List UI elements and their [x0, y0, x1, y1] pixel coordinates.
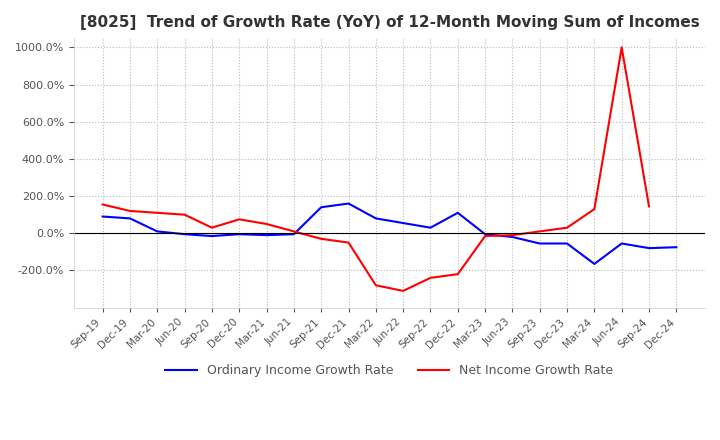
Ordinary Income Growth Rate: [617, 241, 626, 246]
Net Income Growth Rate: [289, 229, 298, 234]
Ordinary Income Growth Rate: [563, 241, 572, 246]
Ordinary Income Growth Rate: [372, 216, 380, 221]
Ordinary Income Growth Rate: [644, 246, 653, 251]
Ordinary Income Growth Rate: [508, 235, 517, 240]
Net Income Growth Rate: [344, 240, 353, 245]
Ordinary Income Growth Rate: [399, 220, 408, 226]
Ordinary Income Growth Rate: [207, 233, 216, 238]
Net Income Growth Rate: [536, 229, 544, 234]
Ordinary Income Growth Rate: [180, 231, 189, 237]
Ordinary Income Growth Rate: [262, 232, 271, 238]
Net Income Growth Rate: [454, 271, 462, 277]
Net Income Growth Rate: [262, 221, 271, 227]
Ordinary Income Growth Rate: [426, 225, 435, 230]
Title: [8025]  Trend of Growth Rate (YoY) of 12-Month Moving Sum of Incomes: [8025] Trend of Growth Rate (YoY) of 12-…: [80, 15, 699, 30]
Net Income Growth Rate: [153, 210, 161, 216]
Ordinary Income Growth Rate: [153, 229, 161, 234]
Net Income Growth Rate: [99, 202, 107, 207]
Net Income Growth Rate: [563, 225, 572, 230]
Ordinary Income Growth Rate: [344, 201, 353, 206]
Ordinary Income Growth Rate: [126, 216, 135, 221]
Net Income Growth Rate: [426, 275, 435, 281]
Ordinary Income Growth Rate: [672, 245, 680, 250]
Net Income Growth Rate: [644, 204, 653, 209]
Ordinary Income Growth Rate: [99, 214, 107, 219]
Ordinary Income Growth Rate: [235, 231, 243, 237]
Net Income Growth Rate: [617, 45, 626, 50]
Legend: Ordinary Income Growth Rate, Net Income Growth Rate: Ordinary Income Growth Rate, Net Income …: [161, 359, 618, 382]
Line: Ordinary Income Growth Rate: Ordinary Income Growth Rate: [103, 204, 676, 264]
Net Income Growth Rate: [372, 282, 380, 288]
Ordinary Income Growth Rate: [317, 205, 325, 210]
Net Income Growth Rate: [481, 233, 490, 238]
Ordinary Income Growth Rate: [289, 231, 298, 237]
Net Income Growth Rate: [180, 212, 189, 217]
Net Income Growth Rate: [508, 232, 517, 238]
Net Income Growth Rate: [399, 288, 408, 293]
Net Income Growth Rate: [590, 206, 599, 212]
Net Income Growth Rate: [235, 216, 243, 222]
Ordinary Income Growth Rate: [590, 261, 599, 267]
Ordinary Income Growth Rate: [454, 210, 462, 216]
Net Income Growth Rate: [207, 225, 216, 230]
Net Income Growth Rate: [317, 236, 325, 242]
Net Income Growth Rate: [126, 208, 135, 213]
Ordinary Income Growth Rate: [481, 231, 490, 237]
Line: Net Income Growth Rate: Net Income Growth Rate: [103, 48, 649, 291]
Ordinary Income Growth Rate: [536, 241, 544, 246]
